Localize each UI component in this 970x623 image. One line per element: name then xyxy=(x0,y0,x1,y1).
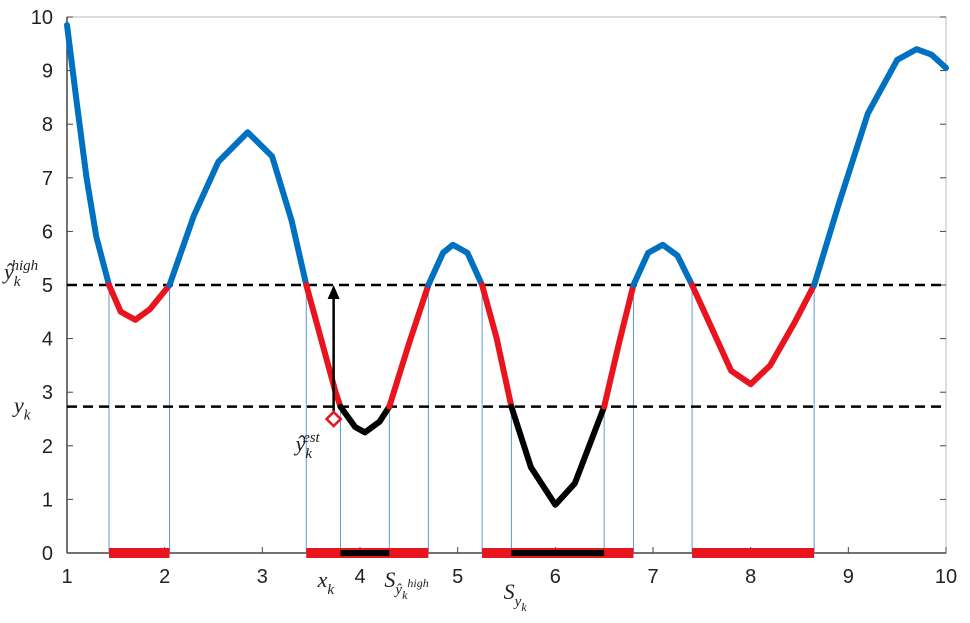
math-sub: ŷ xyxy=(393,582,402,598)
math-sub: y xyxy=(513,594,522,610)
y-tick-label: 3 xyxy=(42,382,53,404)
math-label: Syk xyxy=(504,579,528,614)
math-subsup: high xyxy=(407,576,428,590)
math-base: y xyxy=(12,393,24,418)
math-sub: k xyxy=(24,408,31,424)
math-label: ŷkhigh xyxy=(2,258,38,290)
x-tick-label: 3 xyxy=(257,566,268,588)
math-label: ŷkest xyxy=(294,430,321,462)
x-tick-label: 6 xyxy=(550,566,561,588)
y-tick-label: 4 xyxy=(42,329,53,351)
curve-segment xyxy=(166,129,310,288)
math-label: Sŷkhigh xyxy=(384,567,428,602)
math-base: ŷ xyxy=(2,259,14,284)
x-tick-label: 1 xyxy=(61,566,72,588)
y-tick-label: 0 xyxy=(42,543,53,565)
y-tick-label: 1 xyxy=(42,489,53,511)
curve-segment xyxy=(337,403,393,436)
y-tick-label: 10 xyxy=(31,7,53,29)
x-tick-label: 9 xyxy=(843,566,854,588)
curve-segment xyxy=(425,241,486,288)
curve-segment xyxy=(64,22,112,288)
math-label: xk xyxy=(317,567,335,598)
math-sup: high xyxy=(11,258,38,274)
math-base: S xyxy=(504,579,515,604)
y-tick-label: 7 xyxy=(42,168,53,190)
y-tick-label: 5 xyxy=(42,275,53,297)
curve-segment xyxy=(386,282,432,410)
math-base: ŷ xyxy=(294,431,306,456)
y-tick-label: 8 xyxy=(42,114,53,136)
x-tick-label: 2 xyxy=(159,566,170,588)
math-subsub: k xyxy=(521,600,527,614)
math-base: x xyxy=(317,567,328,592)
x-tick-label: 8 xyxy=(745,566,756,588)
math-label: yk xyxy=(12,393,31,424)
curve-segment xyxy=(601,282,637,410)
curve-segment xyxy=(811,46,949,288)
math-base: S xyxy=(384,567,395,592)
estimate-point xyxy=(324,410,343,428)
x-tick-label: 4 xyxy=(354,566,365,588)
math-sub: k xyxy=(14,274,21,290)
y-tick-label: 9 xyxy=(42,61,53,83)
curve-segment xyxy=(630,241,696,288)
curve-segment xyxy=(105,282,173,323)
curve-segment xyxy=(508,403,608,508)
math-sub: k xyxy=(327,582,334,598)
x-tick-label: 10 xyxy=(935,566,957,588)
math-sub: k xyxy=(305,446,312,462)
x-tick-label: 5 xyxy=(452,566,463,588)
arrow-head xyxy=(327,285,340,299)
y-tick-label: 2 xyxy=(42,436,53,458)
math-subsub: k xyxy=(402,588,408,602)
curve-segment xyxy=(303,282,344,410)
curve-segment xyxy=(479,282,515,410)
x-tick-label: 7 xyxy=(647,566,658,588)
math-sup: est xyxy=(303,430,320,446)
y-tick-label: 6 xyxy=(42,221,53,243)
curve-segment xyxy=(689,282,818,388)
